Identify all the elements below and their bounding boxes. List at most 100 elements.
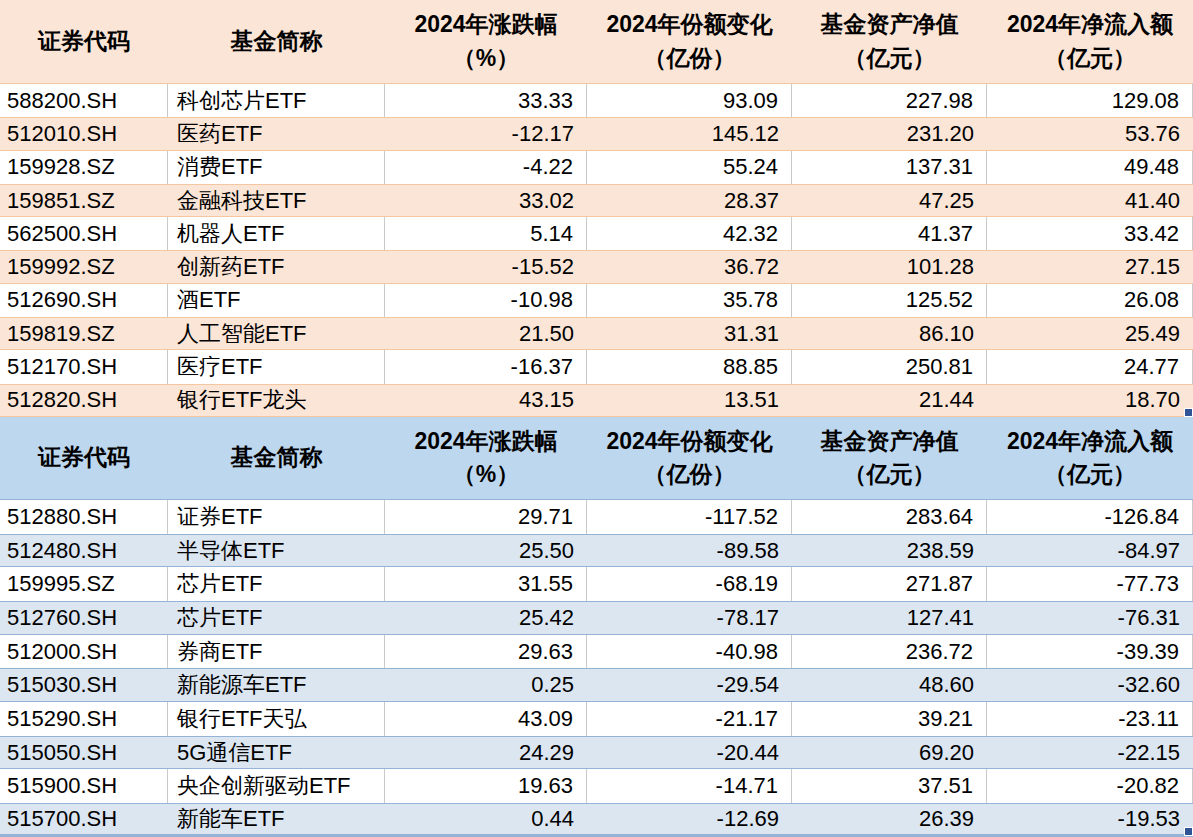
cell-net-flow-2024[interactable]: -126.84 [987,500,1193,534]
cell-fund-name[interactable]: 人工智能ETF [168,317,385,350]
cell-change-2024-pct[interactable]: 31.55 [385,567,587,601]
cell-net-flow-2024[interactable]: 33.42 [987,217,1193,250]
cell-fund-name[interactable]: 医疗ETF [168,350,385,383]
cell-net-flow-2024[interactable]: 18.70 [987,384,1193,417]
cell-fund-name[interactable]: 芯片ETF [168,567,385,601]
cell-security-code[interactable]: 515900.SH [0,769,168,803]
cell-fund-name[interactable]: 5G通信ETF [168,736,385,770]
cell-change-2024-pct[interactable]: -15.52 [385,250,587,283]
cell-net-flow-2024[interactable]: -76.31 [987,601,1193,635]
cell-change-2024-pct[interactable]: 19.63 [385,769,587,803]
cell-net-flow-2024[interactable]: 24.77 [987,350,1193,383]
column-header-fund-nav[interactable]: 基金资产净值（亿元） [792,417,987,500]
cell-net-flow-2024[interactable]: -32.60 [987,668,1193,702]
cell-fund-nav[interactable]: 47.25 [792,184,987,217]
cell-net-flow-2024[interactable]: 53.76 [987,117,1193,150]
cell-fund-name[interactable]: 酒ETF [168,284,385,317]
cell-share-change-2024[interactable]: -68.19 [587,567,792,601]
cell-fund-nav[interactable]: 69.20 [792,736,987,770]
cell-change-2024-pct[interactable]: -16.37 [385,350,587,383]
cell-security-code[interactable]: 512760.SH [0,601,168,635]
cell-share-change-2024[interactable]: 88.85 [587,350,792,383]
column-header-net-flow-2024[interactable]: 2024年净流入额（亿元） [987,0,1193,84]
column-header-security-code[interactable]: 证券代码 [0,0,168,84]
cell-change-2024-pct[interactable]: 33.02 [385,184,587,217]
cell-fund-nav[interactable]: 236.72 [792,635,987,669]
cell-share-change-2024[interactable]: 36.72 [587,250,792,283]
cell-change-2024-pct[interactable]: 33.33 [385,84,587,117]
cell-share-change-2024[interactable]: 13.51 [587,384,792,417]
cell-change-2024-pct[interactable]: 25.50 [385,534,587,568]
column-header-share-change-2024[interactable]: 2024年份额变化（亿份） [587,0,792,84]
cell-fund-nav[interactable]: 39.21 [792,702,987,736]
cell-share-change-2024[interactable]: 55.24 [587,151,792,184]
cell-fund-name[interactable]: 银行ETF龙头 [168,384,385,417]
cell-fund-name[interactable]: 机器人ETF [168,217,385,250]
cell-share-change-2024[interactable]: 93.09 [587,84,792,117]
cell-fund-name[interactable]: 科创芯片ETF [168,84,385,117]
cell-share-change-2024[interactable]: 28.37 [587,184,792,217]
cell-share-change-2024[interactable]: 35.78 [587,284,792,317]
column-header-fund-nav[interactable]: 基金资产净值（亿元） [792,0,987,84]
cell-security-code[interactable]: 159995.SZ [0,567,168,601]
cell-change-2024-pct[interactable]: 25.42 [385,601,587,635]
cell-fund-name[interactable]: 券商ETF [168,635,385,669]
cell-security-code[interactable]: 159819.SZ [0,317,168,350]
cell-share-change-2024[interactable]: 31.31 [587,317,792,350]
cell-fund-nav[interactable]: 250.81 [792,350,987,383]
cell-share-change-2024[interactable]: -40.98 [587,635,792,669]
cell-change-2024-pct[interactable]: 43.15 [385,384,587,417]
cell-security-code[interactable]: 159928.SZ [0,151,168,184]
cell-security-code[interactable]: 512010.SH [0,117,168,150]
fill-handle-icon[interactable] [1184,408,1193,417]
cell-share-change-2024[interactable]: 42.32 [587,217,792,250]
cell-security-code[interactable]: 588200.SH [0,84,168,117]
cell-net-flow-2024[interactable]: 41.40 [987,184,1193,217]
cell-net-flow-2024[interactable]: -23.11 [987,702,1193,736]
cell-net-flow-2024[interactable]: -19.53 [987,803,1193,837]
cell-security-code[interactable]: 512000.SH [0,635,168,669]
cell-fund-name[interactable]: 医药ETF [168,117,385,150]
cell-net-flow-2024[interactable]: 49.48 [987,151,1193,184]
cell-share-change-2024[interactable]: -20.44 [587,736,792,770]
cell-net-flow-2024[interactable]: 25.49 [987,317,1193,350]
cell-net-flow-2024[interactable]: -20.82 [987,769,1193,803]
cell-security-code[interactable]: 159851.SZ [0,184,168,217]
cell-net-flow-2024[interactable]: 27.15 [987,250,1193,283]
cell-fund-nav[interactable]: 41.37 [792,217,987,250]
cell-fund-name[interactable]: 央企创新驱动ETF [168,769,385,803]
cell-share-change-2024[interactable]: -14.71 [587,769,792,803]
cell-fund-nav[interactable]: 86.10 [792,317,987,350]
cell-change-2024-pct[interactable]: 21.50 [385,317,587,350]
cell-security-code[interactable]: 159992.SZ [0,250,168,283]
column-header-share-change-2024[interactable]: 2024年份额变化（亿份） [587,417,792,500]
cell-share-change-2024[interactable]: -12.69 [587,803,792,837]
cell-security-code[interactable]: 512480.SH [0,534,168,568]
cell-security-code[interactable]: 515290.SH [0,702,168,736]
cell-security-code[interactable]: 562500.SH [0,217,168,250]
cell-fund-nav[interactable]: 271.87 [792,567,987,601]
cell-share-change-2024[interactable]: 145.12 [587,117,792,150]
cell-share-change-2024[interactable]: -21.17 [587,702,792,736]
cell-fund-nav[interactable]: 227.98 [792,84,987,117]
column-header-change-2024-pct[interactable]: 2024年涨跌幅（%） [385,0,587,84]
cell-net-flow-2024[interactable]: -77.73 [987,567,1193,601]
cell-security-code[interactable]: 515700.SH [0,803,168,837]
column-header-fund-name[interactable]: 基金简称 [168,417,385,500]
cell-change-2024-pct[interactable]: 29.63 [385,635,587,669]
cell-share-change-2024[interactable]: -117.52 [587,500,792,534]
cell-fund-name[interactable]: 证券ETF [168,500,385,534]
cell-fund-nav[interactable]: 101.28 [792,250,987,283]
cell-fund-nav[interactable]: 238.59 [792,534,987,568]
cell-fund-nav[interactable]: 48.60 [792,668,987,702]
cell-change-2024-pct[interactable]: -4.22 [385,151,587,184]
cell-fund-name[interactable]: 新能车ETF [168,803,385,837]
column-header-security-code[interactable]: 证券代码 [0,417,168,500]
cell-fund-name[interactable]: 消费ETF [168,151,385,184]
cell-fund-nav[interactable]: 283.64 [792,500,987,534]
cell-fund-nav[interactable]: 21.44 [792,384,987,417]
cell-fund-name[interactable]: 银行ETF天弘 [168,702,385,736]
column-header-fund-name[interactable]: 基金简称 [168,0,385,84]
fill-handle-icon[interactable] [1184,827,1193,836]
cell-fund-name[interactable]: 创新药ETF [168,250,385,283]
